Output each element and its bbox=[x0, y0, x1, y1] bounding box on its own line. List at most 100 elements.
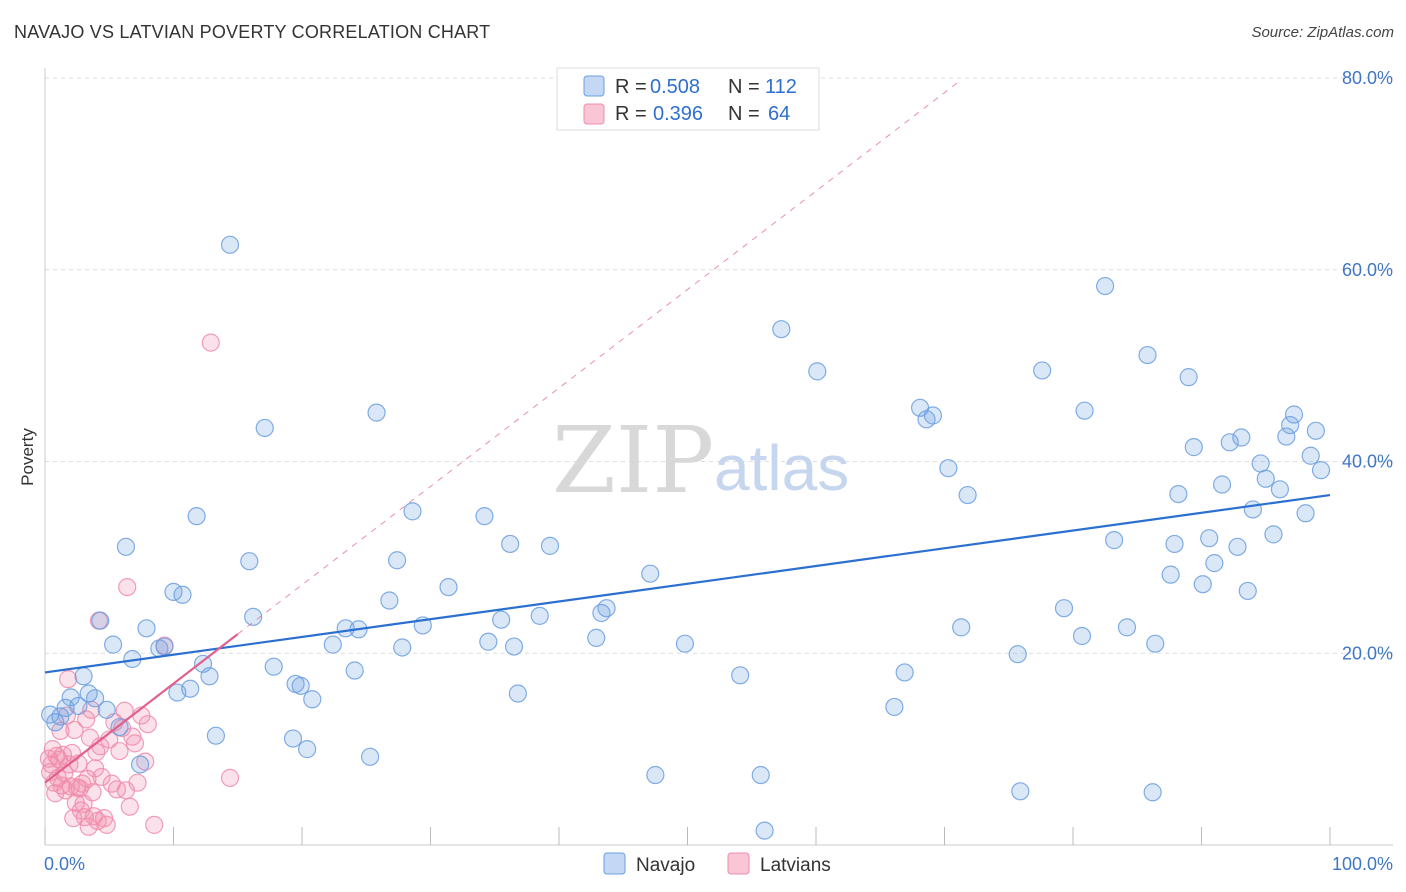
navajo-point bbox=[74, 667, 93, 686]
navajo-point bbox=[597, 599, 616, 618]
x-tick-label: 0.0% bbox=[44, 854, 85, 874]
navajo-point bbox=[97, 700, 116, 719]
navajo-point bbox=[187, 507, 206, 526]
latvians-r-value: 0.396 bbox=[653, 103, 703, 125]
navajo-point bbox=[380, 591, 399, 610]
navajo-point bbox=[492, 610, 511, 629]
navajo-point bbox=[479, 632, 498, 651]
navajo-point bbox=[1270, 480, 1289, 499]
navajo-point bbox=[255, 418, 274, 438]
navajo-point bbox=[137, 619, 156, 638]
navajo-point bbox=[952, 618, 971, 637]
trend-lines bbox=[44, 82, 1331, 784]
navajo-point bbox=[504, 637, 524, 656]
x-tick-label: 100.0% bbox=[1332, 854, 1393, 874]
navajo-point bbox=[1179, 368, 1198, 387]
navajo-point bbox=[1251, 454, 1270, 473]
navajo-point bbox=[220, 235, 240, 254]
navajo-point bbox=[1284, 405, 1304, 424]
latvians-swatch bbox=[583, 103, 605, 125]
navajo-point bbox=[69, 696, 88, 716]
latvians-point bbox=[92, 767, 111, 787]
navajo-point bbox=[1146, 634, 1165, 653]
navajo-point bbox=[206, 726, 226, 745]
navajo-point bbox=[540, 536, 560, 555]
y-tick-label: 40.0% bbox=[1342, 452, 1393, 472]
navajo-point bbox=[1054, 599, 1074, 618]
latvians-n-value: 64 bbox=[768, 103, 790, 125]
navajo-point bbox=[1105, 531, 1124, 550]
latvians-point bbox=[61, 777, 80, 796]
navajo-point bbox=[587, 628, 606, 648]
chart-title: NAVAJO VS LATVIAN POVERTY CORRELATION CH… bbox=[14, 22, 491, 42]
navajo-point bbox=[91, 611, 110, 630]
series-latvians bbox=[39, 333, 240, 836]
y-axis-title: Poverty bbox=[18, 428, 37, 486]
y-tick-label: 80.0% bbox=[1342, 68, 1393, 88]
navajo-point bbox=[1232, 428, 1251, 447]
latvians-point bbox=[220, 768, 240, 787]
navajo-point bbox=[1011, 782, 1030, 801]
navajo-point bbox=[641, 564, 660, 583]
navajo-n-value: 112 bbox=[765, 76, 797, 98]
latvians-point bbox=[125, 734, 145, 753]
navajo-point bbox=[323, 635, 342, 654]
navajo-point bbox=[1072, 626, 1092, 646]
latvians-point bbox=[77, 710, 96, 729]
navajo-point bbox=[181, 679, 200, 698]
legend-latvians-swatch bbox=[727, 852, 750, 875]
source-credit: Source: ZipAtlas.com bbox=[1251, 24, 1394, 41]
navajo-r-label: R = bbox=[615, 76, 647, 98]
navajo-point bbox=[1264, 525, 1283, 544]
navajo-point bbox=[1296, 504, 1315, 523]
navajo-point bbox=[403, 502, 422, 521]
navajo-point bbox=[1008, 645, 1027, 664]
navajo-point bbox=[501, 534, 520, 554]
navajo-point bbox=[155, 637, 174, 656]
latvians-point bbox=[145, 815, 164, 834]
navajo-point bbox=[1205, 554, 1224, 573]
navajo-point bbox=[298, 740, 317, 759]
navajo-point bbox=[104, 635, 123, 654]
latvians-point bbox=[201, 333, 220, 352]
legend-latvians-label: Latvians bbox=[760, 855, 831, 876]
y-tick-label: 20.0% bbox=[1342, 643, 1393, 663]
navajo-point bbox=[200, 667, 219, 686]
latvians-point bbox=[138, 715, 157, 734]
latvians-point bbox=[79, 817, 98, 836]
navajo-point bbox=[675, 634, 695, 653]
navajo-swatch bbox=[583, 75, 605, 97]
latvians-point bbox=[51, 721, 70, 741]
latvians-n-label: N = bbox=[728, 103, 760, 125]
navajo-point bbox=[1169, 484, 1188, 504]
y-tick-labels: 20.0% 40.0% 60.0% 80.0% bbox=[1342, 68, 1393, 663]
navajo-point bbox=[1143, 783, 1162, 802]
legend-navajo-label: Navajo bbox=[636, 855, 695, 876]
navajo-point bbox=[1311, 461, 1331, 480]
navajo-point bbox=[1096, 276, 1115, 296]
latvians-point bbox=[120, 797, 139, 816]
navajo-point bbox=[130, 755, 150, 774]
navajo-point bbox=[1075, 401, 1094, 420]
navajo-point bbox=[387, 551, 407, 570]
x-tick-labels: 0.0% 100.0% bbox=[44, 854, 1393, 874]
latvians-trend-line bbox=[44, 633, 239, 784]
navajo-point bbox=[731, 666, 750, 685]
latvians-point bbox=[118, 577, 137, 597]
navajo-point bbox=[1243, 500, 1263, 519]
navajo-point bbox=[1306, 421, 1325, 440]
navajo-point bbox=[1117, 618, 1137, 637]
latvians-point bbox=[59, 670, 78, 689]
navajo-point bbox=[173, 585, 192, 604]
navajo-point bbox=[1281, 415, 1300, 435]
navajo-point bbox=[244, 607, 263, 626]
navajo-point bbox=[1165, 534, 1184, 554]
watermark: ZIP atlas bbox=[552, 407, 849, 514]
navajo-point bbox=[361, 747, 380, 766]
navajo-point bbox=[958, 485, 977, 505]
watermark-zip: ZIP bbox=[552, 407, 714, 514]
latvians-r-label: R = bbox=[615, 103, 647, 125]
navajo-point bbox=[755, 821, 774, 840]
latvians-point bbox=[136, 752, 155, 771]
